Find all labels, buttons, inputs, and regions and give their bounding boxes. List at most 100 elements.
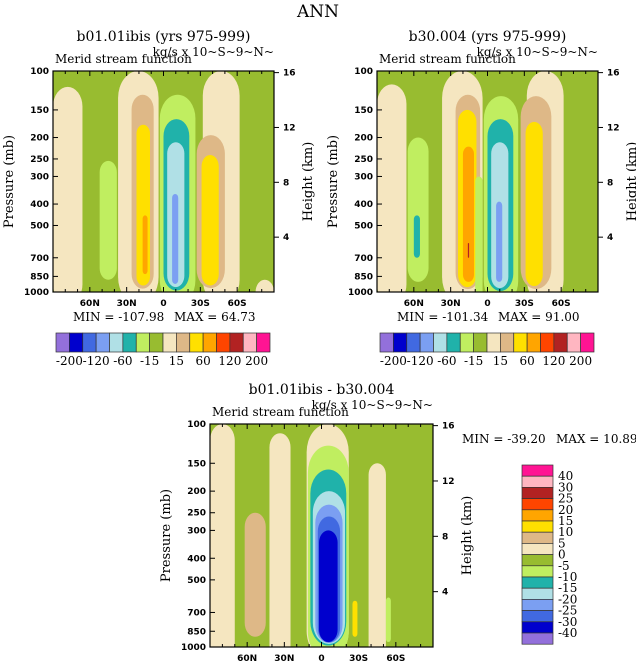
legend-swatch bbox=[69, 332, 84, 353]
legend-swatch bbox=[459, 332, 474, 353]
x-tick-label: 30S bbox=[191, 299, 210, 309]
legend-level: -120 bbox=[83, 354, 110, 368]
height-tick-label: 8 bbox=[283, 178, 289, 188]
y-tick-label: 1000 bbox=[181, 643, 206, 653]
legend-swatch bbox=[433, 332, 448, 353]
legend-swatch bbox=[256, 332, 271, 353]
contour-region bbox=[467, 242, 470, 258]
contour-region bbox=[142, 215, 148, 275]
legend-level: 40 bbox=[558, 469, 573, 483]
x-tick-label: 0 bbox=[484, 299, 490, 309]
legend-level: 200 bbox=[245, 354, 268, 368]
legend-level: 15 bbox=[558, 514, 573, 528]
legend-swatch bbox=[393, 332, 408, 353]
contour-region bbox=[377, 84, 407, 292]
legend-level: 120 bbox=[542, 354, 565, 368]
legend-swatch bbox=[486, 332, 501, 353]
min-label: MIN = -101.34 bbox=[397, 310, 489, 324]
contour-region bbox=[385, 597, 391, 643]
height-tick-label: 4 bbox=[283, 233, 289, 243]
legend-swatch bbox=[82, 332, 97, 353]
legend-swatch bbox=[521, 576, 554, 589]
legend-swatch bbox=[521, 498, 554, 511]
y-tick-label: 700 bbox=[354, 254, 373, 264]
y-tick-label: 850 bbox=[354, 272, 373, 282]
legend-level: -40 bbox=[558, 626, 577, 640]
contour-fills bbox=[377, 71, 564, 292]
legend-level: -120 bbox=[407, 354, 434, 368]
legend-swatch bbox=[513, 332, 528, 353]
height-tick-label: 16 bbox=[442, 422, 455, 432]
y-tick-label: 400 bbox=[187, 554, 206, 564]
legend-swatch bbox=[521, 610, 554, 623]
legend-level: 15 bbox=[493, 354, 508, 368]
x-tick-label: 30N bbox=[441, 299, 461, 309]
contour-region bbox=[475, 176, 483, 292]
legend-swatch bbox=[553, 332, 568, 353]
contour-region bbox=[413, 215, 420, 258]
x-tick-label: 0 bbox=[318, 654, 324, 664]
x-tick-label: 60S bbox=[228, 299, 247, 309]
contour-region bbox=[496, 201, 503, 282]
legend-swatch bbox=[521, 554, 554, 567]
y-tick-label: 700 bbox=[30, 254, 49, 264]
x-tick-label: 30S bbox=[349, 654, 368, 664]
x-tick-label: 60S bbox=[552, 299, 571, 309]
x-tick-label: 30S bbox=[515, 299, 534, 309]
y-axis-label-right: Height (km) bbox=[460, 496, 475, 576]
y-axis-label: Pressure (mb) bbox=[159, 489, 174, 582]
main-title: ANN bbox=[296, 2, 339, 22]
legend-swatch bbox=[242, 332, 257, 353]
subtitle-right: kg/s x 10~S~9~N~ bbox=[153, 45, 274, 59]
legend-swatch bbox=[521, 621, 554, 634]
y-tick-label: 500 bbox=[354, 221, 373, 231]
legend-level: 60 bbox=[195, 354, 210, 368]
legend-level: -200 bbox=[380, 354, 407, 368]
y-tick-label: 100 bbox=[354, 67, 373, 77]
contour-region bbox=[407, 137, 429, 282]
legend-level: 120 bbox=[218, 354, 241, 368]
legend-swatch bbox=[521, 565, 554, 578]
legend-swatch bbox=[95, 332, 110, 353]
y-tick-label: 500 bbox=[187, 576, 206, 586]
x-tick-label: 60N bbox=[80, 299, 100, 309]
y-tick-label: 700 bbox=[187, 608, 206, 618]
subtitle-right: kg/s x 10~S~9~N~ bbox=[312, 398, 433, 412]
x-tick-label: 0 bbox=[160, 299, 166, 309]
legend-swatch bbox=[521, 464, 554, 477]
x-tick-label: 30N bbox=[117, 299, 137, 309]
legend-swatch bbox=[55, 332, 70, 353]
y-tick-label: 400 bbox=[30, 200, 49, 210]
subtitle-left: Merid stream function bbox=[55, 52, 192, 66]
y-tick-label: 400 bbox=[354, 200, 373, 210]
y-axis-label: Pressure (mb) bbox=[2, 135, 17, 228]
y-tick-label: 850 bbox=[187, 627, 206, 637]
height-tick-label: 4 bbox=[442, 588, 448, 598]
legend-swatch bbox=[162, 332, 177, 353]
contour-region bbox=[210, 424, 235, 647]
y-tick-label: 200 bbox=[30, 134, 49, 144]
height-tick-label: 12 bbox=[607, 123, 620, 133]
panel-3: 60N 30N 0 30S 60S100150200250300400500700850… bbox=[159, 382, 636, 664]
max-label: MAX = 64.73 bbox=[174, 310, 256, 324]
legend-swatch bbox=[500, 332, 515, 353]
legend-swatch bbox=[521, 509, 554, 522]
contour-region bbox=[269, 433, 291, 647]
subtitle-left: Merid stream function bbox=[379, 52, 516, 66]
legend-level: -200 bbox=[56, 354, 83, 368]
y-tick-label: 500 bbox=[30, 221, 49, 231]
legend-level: 0 bbox=[558, 548, 566, 562]
contour-region bbox=[255, 279, 274, 292]
legend-swatch bbox=[521, 531, 554, 544]
legend-swatch bbox=[135, 332, 150, 353]
y-tick-label: 300 bbox=[187, 526, 206, 536]
legend-level: -10 bbox=[558, 570, 577, 584]
height-tick-label: 12 bbox=[283, 123, 296, 133]
subtitle-right: kg/s x 10~S~9~N~ bbox=[477, 45, 598, 59]
y-tick-label: 850 bbox=[30, 272, 49, 282]
x-tick-label: 30N bbox=[274, 654, 294, 664]
y-tick-label: 150 bbox=[354, 106, 373, 116]
legend-swatch bbox=[109, 332, 124, 353]
contour-region bbox=[319, 530, 338, 643]
legend-swatch bbox=[419, 332, 434, 353]
